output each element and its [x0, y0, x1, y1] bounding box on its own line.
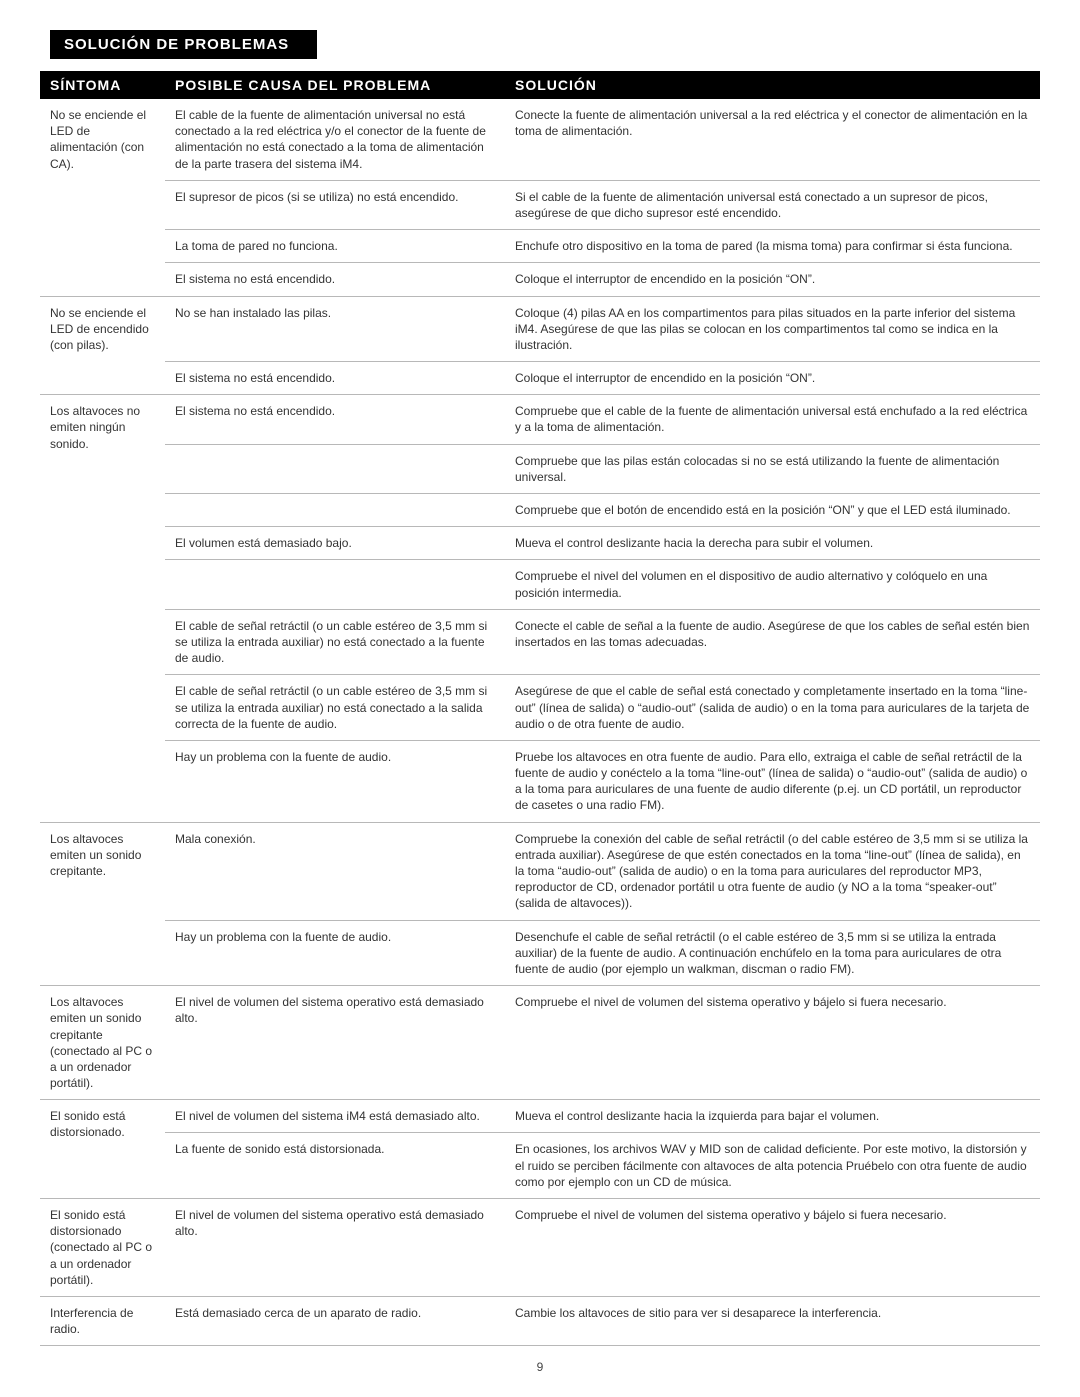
solution-cell: Compruebe que el botón de encendido está… [505, 494, 1040, 527]
cause-cell: El supresor de picos (si se utiliza) no … [165, 180, 505, 229]
solution-cell: Cambie los altavoces de sitio para ver s… [505, 1296, 1040, 1345]
table-row: Compruebe que el botón de encendido está… [40, 494, 1040, 527]
cause-cell: La fuente de sonido está distorsionada. [165, 1133, 505, 1199]
header-solution: SOLUCIÓN [505, 71, 1040, 99]
solution-cell: Pruebe los altavoces en otra fuente de a… [505, 740, 1040, 822]
table-row: El supresor de picos (si se utiliza) no … [40, 180, 1040, 229]
section-title: SOLUCIÓN DE PROBLEMAS [50, 30, 317, 59]
symptom-cell: No se enciende el LED de alimentación (c… [40, 99, 165, 296]
symptom-cell: El sonido está distorsionado (conectado … [40, 1199, 165, 1297]
table-row: Los altavoces no emiten ningún sonido.El… [40, 395, 1040, 444]
page-number: 9 [40, 1360, 1040, 1374]
document-page: SOLUCIÓN DE PROBLEMAS SÍNTOMA POSIBLE CA… [0, 0, 1080, 1394]
solution-cell: Enchufe otro dispositivo en la toma de p… [505, 230, 1040, 263]
symptom-cell: No se enciende el LED de encendido (con … [40, 296, 165, 395]
solution-cell: Compruebe que el cable de la fuente de a… [505, 395, 1040, 444]
solution-cell: Compruebe el nivel de volumen del sistem… [505, 1199, 1040, 1297]
cause-cell: Está demasiado cerca de un aparato de ra… [165, 1296, 505, 1345]
symptom-cell: Los altavoces emiten un sonido crepitant… [40, 822, 165, 986]
solution-cell: Mueva el control deslizante hacia la der… [505, 527, 1040, 560]
table-row: Hay un problema con la fuente de audio.D… [40, 920, 1040, 986]
cause-cell [165, 494, 505, 527]
solution-cell: Coloque el interruptor de encendido en l… [505, 263, 1040, 296]
table-row: Compruebe el nivel del volumen en el dis… [40, 560, 1040, 609]
table-row: Compruebe que las pilas están colocadas … [40, 444, 1040, 493]
solution-cell: Coloque el interruptor de encendido en l… [505, 362, 1040, 395]
table-row: El cable de señal retráctil (o un cable … [40, 675, 1040, 741]
cause-cell: El cable de la fuente de alimentación un… [165, 99, 505, 180]
table-row: La toma de pared no funciona.Enchufe otr… [40, 230, 1040, 263]
table-row: El sonido está distorsionado.El nivel de… [40, 1100, 1040, 1133]
solution-cell: Compruebe que las pilas están colocadas … [505, 444, 1040, 493]
header-symptom: SÍNTOMA [40, 71, 165, 99]
cause-cell: El nivel de volumen del sistema operativ… [165, 1199, 505, 1297]
cause-cell: Mala conexión. [165, 822, 505, 920]
solution-cell: Compruebe el nivel del volumen en el dis… [505, 560, 1040, 609]
solution-cell: Desenchufe el cable de señal retráctil (… [505, 920, 1040, 986]
solution-cell: En ocasiones, los archivos WAV y MID son… [505, 1133, 1040, 1199]
table-row: Los altavoces emiten un sonido crepitant… [40, 822, 1040, 920]
troubleshooting-table: SÍNTOMA POSIBLE CAUSA DEL PROBLEMA SOLUC… [40, 71, 1040, 1346]
table-row: El sistema no está encendido.Coloque el … [40, 362, 1040, 395]
cause-cell: El nivel de volumen del sistema iM4 está… [165, 1100, 505, 1133]
symptom-cell: El sonido está distorsionado. [40, 1100, 165, 1199]
table-row: Hay un problema con la fuente de audio.P… [40, 740, 1040, 822]
solution-cell: Coloque (4) pilas AA en los compartiment… [505, 296, 1040, 362]
cause-cell: No se han instalado las pilas. [165, 296, 505, 362]
solution-cell: Conecte la fuente de alimentación univer… [505, 99, 1040, 180]
table-row: El volumen está demasiado bajo.Mueva el … [40, 527, 1040, 560]
solution-cell: Asegúrese de que el cable de señal está … [505, 675, 1040, 741]
table-header: SÍNTOMA POSIBLE CAUSA DEL PROBLEMA SOLUC… [40, 71, 1040, 99]
table-row: El sonido está distorsionado (conectado … [40, 1199, 1040, 1297]
symptom-cell: Los altavoces no emiten ningún sonido. [40, 395, 165, 822]
cause-cell: El sistema no está encendido. [165, 362, 505, 395]
cause-cell: El cable de señal retráctil (o un cable … [165, 675, 505, 741]
cause-cell: Hay un problema con la fuente de audio. [165, 740, 505, 822]
table-row: La fuente de sonido está distorsionada.E… [40, 1133, 1040, 1199]
table-row: No se enciende el LED de alimentación (c… [40, 99, 1040, 180]
solution-cell: Compruebe el nivel de volumen del sistem… [505, 986, 1040, 1100]
table-row: El cable de señal retráctil (o un cable … [40, 609, 1040, 675]
table-row: El sistema no está encendido.Coloque el … [40, 263, 1040, 296]
table-row: No se enciende el LED de encendido (con … [40, 296, 1040, 362]
solution-cell: Conecte el cable de señal a la fuente de… [505, 609, 1040, 675]
cause-cell: El volumen está demasiado bajo. [165, 527, 505, 560]
table-row: Interferencia de radio.Está demasiado ce… [40, 1296, 1040, 1345]
solution-cell: Si el cable de la fuente de alimentación… [505, 180, 1040, 229]
cause-cell: El sistema no está encendido. [165, 263, 505, 296]
cause-cell: El nivel de volumen del sistema operativ… [165, 986, 505, 1100]
symptom-cell: Interferencia de radio. [40, 1296, 165, 1345]
cause-cell: La toma de pared no funciona. [165, 230, 505, 263]
cause-cell: El cable de señal retráctil (o un cable … [165, 609, 505, 675]
cause-cell: Hay un problema con la fuente de audio. [165, 920, 505, 986]
cause-cell: El sistema no está encendido. [165, 395, 505, 444]
cause-cell [165, 560, 505, 609]
solution-cell: Compruebe la conexión del cable de señal… [505, 822, 1040, 920]
cause-cell [165, 444, 505, 493]
table-row: Los altavoces emiten un sonido crepitant… [40, 986, 1040, 1100]
symptom-cell: Los altavoces emiten un sonido crepitant… [40, 986, 165, 1100]
header-cause: POSIBLE CAUSA DEL PROBLEMA [165, 71, 505, 99]
solution-cell: Mueva el control deslizante hacia la izq… [505, 1100, 1040, 1133]
table-body: No se enciende el LED de alimentación (c… [40, 99, 1040, 1346]
